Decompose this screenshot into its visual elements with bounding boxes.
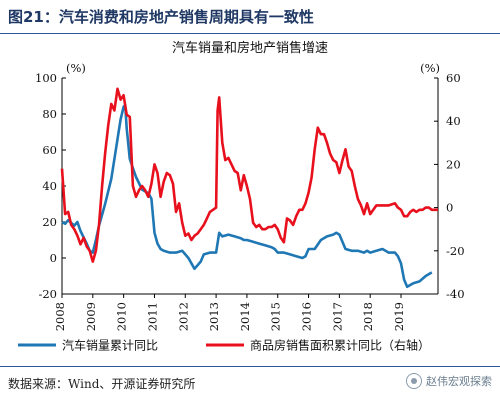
figure-header: 图21：汽车消费和房地产销售周期具有一致性 [0,0,500,34]
x-axis-tick-label: 2014 [238,302,252,331]
watermark-text: 赵伟宏观探索 [426,375,492,388]
left-axis-tick-label: 80 [42,107,57,121]
source-bar: 数据来源：Wind、开源证券研究所 赵伟宏观探索 [0,366,500,400]
left-axis-tick-label: 60 [42,143,57,157]
left-axis-tick-label: -20 [38,287,57,301]
legend: 汽车销量累计同比 商品房销售面积累计同比（右轴） [18,338,430,353]
right-axis-tick-label: 20 [446,157,461,171]
x-axis-tick-label: 2010 [115,302,129,331]
legend-label-auto-sales: 汽车销量累计同比 [62,338,158,353]
x-axis-tick-label: 2011 [145,302,159,331]
figure-title: 图21：汽车消费和房地产销售周期具有一致性 [8,8,314,26]
x-axis-tick-label: 2013 [207,302,221,331]
left-axis-tick-label: 40 [42,179,57,193]
x-axis-tick-label: 2016 [300,302,314,331]
x-axis-tick-label: 2012 [176,302,190,331]
watermark-logo-icon [406,373,422,389]
left-axis-tick-label: 100 [35,71,57,85]
left-axis-unit: (%) [66,61,86,75]
x-axis-tick-label: 2018 [361,302,375,331]
x-axis-tick-label: 2017 [330,302,344,331]
line-chart: 汽车销量和房地产销售增速 (%) (%) -20020406080100-40-… [18,40,465,353]
legend-label-housing-sales: 商品房销售面积累计同比（右轴） [250,338,430,353]
left-axis-tick-label: 20 [42,215,57,229]
source-note: 数据来源：Wind、开源证券研究所 [8,377,196,391]
right-axis-tick-label: 60 [446,71,461,85]
chart-title: 汽车销量和房地产销售增速 [172,40,328,56]
right-axis-tick-label: -40 [446,287,465,301]
x-axis-tick-label: 2015 [269,302,283,331]
right-axis-tick-label: -20 [446,244,465,258]
series-line-housing-sales [60,87,438,263]
right-axis-tick-label: 40 [446,114,461,128]
x-axis-tick-label: 2019 [392,302,406,331]
x-axis-tick-label: 2009 [84,302,98,331]
left-axis-tick-label: 0 [50,251,57,265]
series-line-auto-sales [61,103,433,289]
x-axis-tick-label: 2008 [53,302,67,331]
right-axis-tick-label: 0 [446,201,453,215]
axes: -20 0 20 40 60 80 100 -40 -20 0 20 40 60 2008 2009 2010… [35,71,464,331]
series-lines [60,87,438,289]
watermark: 赵伟宏观探索 [406,373,492,389]
right-axis-unit: (%) [420,61,440,75]
